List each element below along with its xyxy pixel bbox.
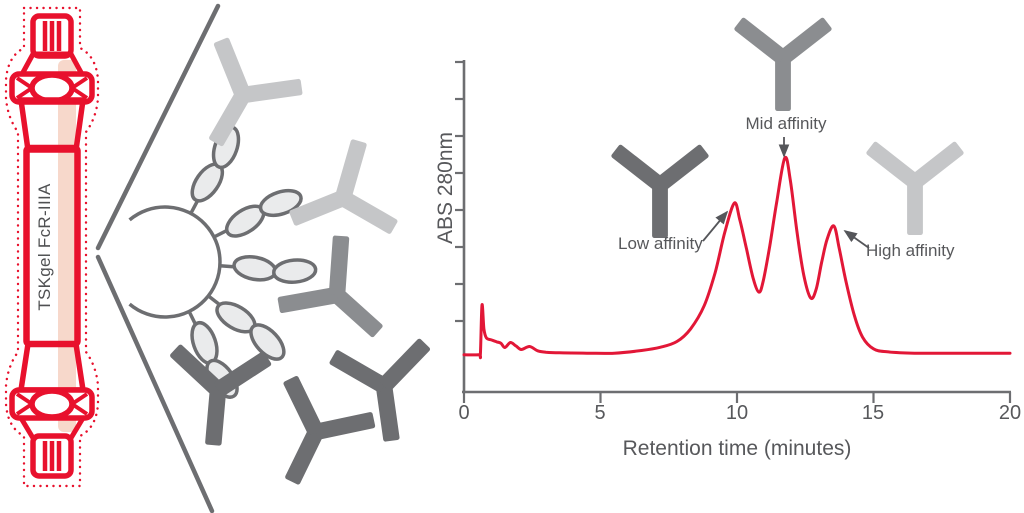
bead-arc (128, 205, 222, 319)
x-tick-0: 0 (458, 402, 470, 424)
antibody-icon-chart-low (610, 143, 710, 239)
wedge-line-top (95, 3, 221, 251)
peak-label-mid-affinity: Mid affinity (745, 114, 827, 133)
y-axis-label: ABS 280nm (433, 131, 457, 245)
chain-domain-ellipse (249, 323, 286, 361)
column-nut-bottom (9, 387, 95, 421)
annotation-arrows (702, 137, 870, 249)
y-axis-ticks (455, 60, 464, 323)
x-tick-5: 5 (594, 402, 606, 424)
wedge-line-bottom (95, 254, 215, 513)
x-axis-label: Retention time (minutes) (622, 437, 852, 460)
chain-domain-ellipse (258, 188, 303, 218)
wedge-icon (95, 3, 221, 513)
antibody-icon-mid-1 (270, 227, 413, 371)
x-tick-15: 15 (861, 402, 885, 424)
column-cap-top-ridges (42, 21, 62, 51)
antibody-icon-chart-mid (733, 16, 833, 112)
antibody-icon-dark-2 (245, 370, 382, 505)
arrow-high-affinity (843, 229, 870, 249)
peak-label-high-affinity: High affinity (866, 241, 955, 260)
x-axis-ticks (462, 392, 1012, 403)
receptor-chains (187, 125, 318, 399)
chain-domain-ellipse (232, 255, 278, 282)
column-illustration (4, 6, 100, 488)
antibody-icon-chart-high (865, 140, 965, 236)
peak-label-low-affinity: Low affinity (618, 234, 703, 253)
x-tick-20: 20 (998, 402, 1022, 424)
column-label: TSKgel FcR-IIIA (35, 183, 55, 311)
column-dotted-outline (4, 6, 100, 488)
x-tick-10: 10 (725, 402, 749, 424)
arrow-low-affinity (702, 210, 729, 242)
column-inner-stripe (58, 60, 76, 432)
chromatogram (455, 16, 1012, 403)
column-cap-bottom-ridges (42, 441, 62, 471)
receptor-bead-icon (128, 125, 318, 399)
chain-domain-ellipse (272, 258, 318, 284)
column-nut-top (9, 71, 95, 105)
chromatogram-curve (462, 155, 1012, 360)
antibody-icon-light-1 (170, 31, 310, 169)
